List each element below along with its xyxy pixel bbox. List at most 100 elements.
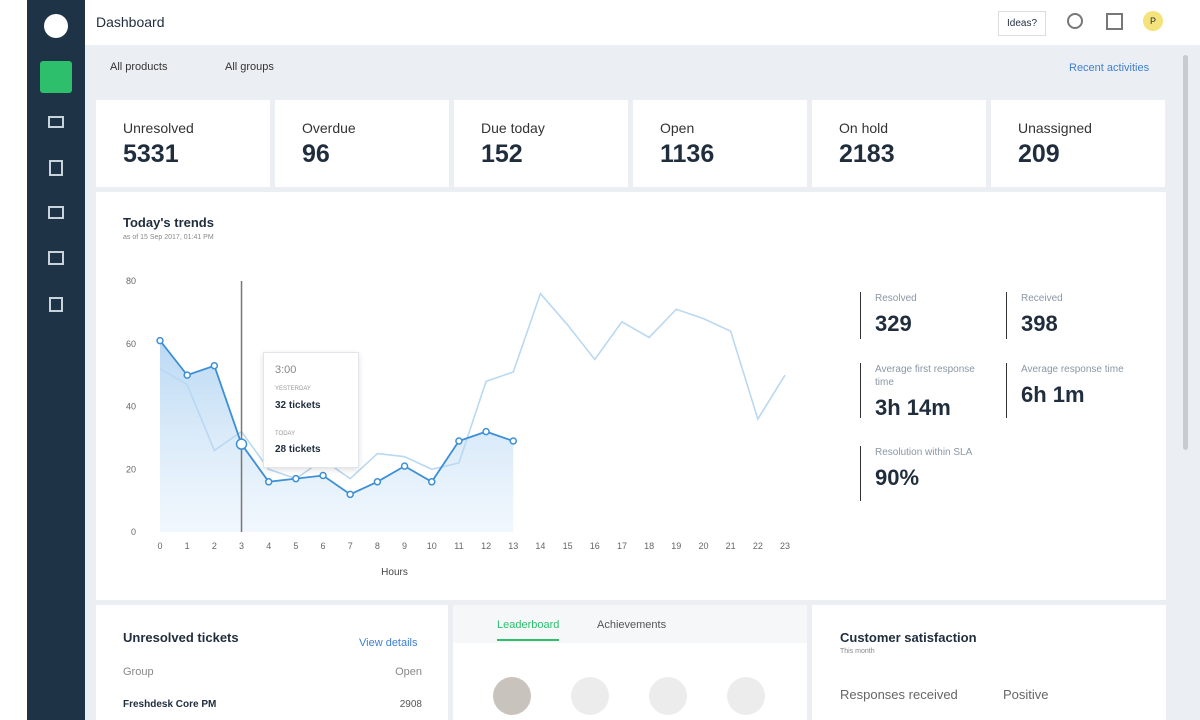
x-tick-label: 3 [239,541,244,551]
x-tick-label: 12 [481,541,491,551]
page-title: Dashboard [96,14,165,30]
metric-divider [1006,292,1007,339]
metric: Resolved 329 [875,292,995,337]
x-tick-label: 1 [185,541,190,551]
trends-subtitle: as of 15 Sep 2017, 01:41 PM [123,234,214,241]
metric-label: Received [1021,293,1063,304]
stat: Overdue 96 [302,120,356,169]
today-point [455,437,463,445]
row-open: 2908 [399,699,422,710]
stat-card: Overdue 96 [275,100,449,187]
today-point [292,474,300,483]
metric: Average first response time 3h 14m [875,363,995,421]
x-tick-label: 23 [780,541,790,551]
unresolved-title: Unresolved tickets [123,630,239,645]
nav-solutions[interactable] [48,206,64,219]
metric-label: Average first response time [875,364,975,388]
x-tick-label: 5 [293,541,298,551]
stat-label: Unassigned [1018,120,1092,136]
nav-contacts[interactable] [49,160,63,176]
stat: Unassigned 209 [1018,120,1092,169]
y-tick-label: 0 [131,527,136,537]
tooltip-time: 3:00 [275,364,297,376]
column-header: Responses received [840,687,958,702]
today-point [156,336,164,345]
today-point [235,438,248,450]
stat: Open 1136 [660,120,714,169]
x-tick-label: 10 [427,541,437,551]
metric-value: 3h 14m [875,395,951,420]
satisfaction-subtitle: This month [840,648,875,655]
nav-dashboard[interactable] [40,61,72,93]
x-tick-label: 9 [402,541,407,551]
metric: Resolution within SLA 90% [875,446,995,491]
stat-value: 209 [1018,140,1060,168]
today-point [319,471,327,480]
today-point [210,361,219,370]
filter-products[interactable]: All products [110,61,168,73]
stat-value: 1136 [660,140,715,168]
metric-value: 329 [875,311,912,336]
recent-activities[interactable]: Recent activities [1069,62,1150,74]
row-group: Freshdesk Core PM [123,699,217,710]
metric-label: Resolution within SLA [875,447,973,458]
filter-groups[interactable]: All groups [225,61,274,73]
tabs [453,605,807,643]
avatar[interactable]: P [1143,11,1163,31]
stat-label: Open [660,120,695,136]
satisfaction-card: Customer satisfaction This month Respons… [812,605,1166,720]
stat-card: Open 1136 [633,100,807,187]
tab-active[interactable]: Leaderboard [497,619,560,641]
today-area [160,340,514,532]
ideas-button[interactable]: Ideas? [998,11,1047,36]
x-tick-label: 13 [508,541,518,551]
stat-value: 96 [302,140,330,168]
metric-label: Resolved [875,293,917,304]
x-tick-label: 21 [726,541,736,551]
metric: Average response time 6h 1m [1021,363,1141,408]
tooltip-value: 28 tickets [275,444,321,455]
x-tick-label: 14 [535,541,545,551]
today-point [264,478,273,486]
stat-card: Unresolved 5331 [96,100,270,187]
y-tick-label: 40 [126,402,136,412]
search-icon[interactable] [1067,13,1083,29]
stat: Unresolved 5331 [123,120,194,169]
tooltip-label: YESTERDAY [275,386,311,392]
today-point [482,427,490,436]
avatar [571,677,609,715]
x-tick-label: 22 [753,541,763,551]
metric-value: 90% [875,465,920,490]
tooltip: 3:00 YESTERDAY 32 tickets TODAY 28 ticke… [263,352,359,468]
avatar [649,677,687,715]
unresolved-card: Unresolved tickets View details Group Op… [96,605,448,720]
metric-divider [860,363,861,418]
trends-title: Today's trends [123,215,214,230]
column-header: Group [123,666,154,678]
nav-tickets[interactable] [48,116,64,128]
sidebar [27,0,85,720]
scrollbar [1183,55,1188,450]
nav-forums[interactable] [48,251,64,265]
avatar [493,677,531,715]
stat-card: Unassigned 209 [991,100,1165,187]
stat-card: Due today 152 [454,100,628,187]
stat-label: On hold [839,120,889,136]
tab[interactable]: Achievements [597,619,667,631]
add-icon[interactable] [1106,13,1123,30]
stat: Due today 152 [481,120,545,169]
y-tick-label: 60 [126,339,136,349]
view-details[interactable]: View details [359,637,418,649]
x-tick-label: 7 [348,541,353,551]
stat-card: On hold 2183 [812,100,986,187]
y-tick-label: 20 [126,464,136,474]
today-point [346,490,354,499]
x-tick-label: 17 [617,541,627,551]
metric-divider [860,446,861,501]
x-tick-label: 4 [266,541,271,551]
x-tick-label: 19 [671,541,681,551]
nav-reports[interactable] [49,297,63,312]
today-point [427,478,436,486]
